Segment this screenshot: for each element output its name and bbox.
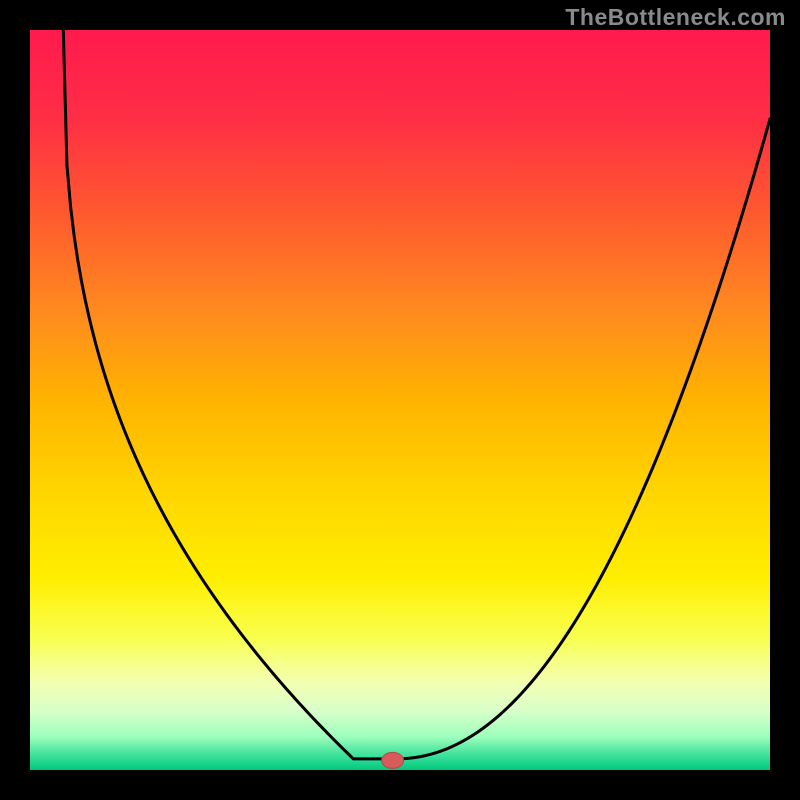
gradient-background <box>30 30 770 770</box>
chart-container: TheBottleneck.com <box>0 0 800 800</box>
current-config-marker <box>382 752 404 768</box>
watermark-text: TheBottleneck.com <box>565 4 786 31</box>
bottleneck-chart <box>0 0 800 800</box>
